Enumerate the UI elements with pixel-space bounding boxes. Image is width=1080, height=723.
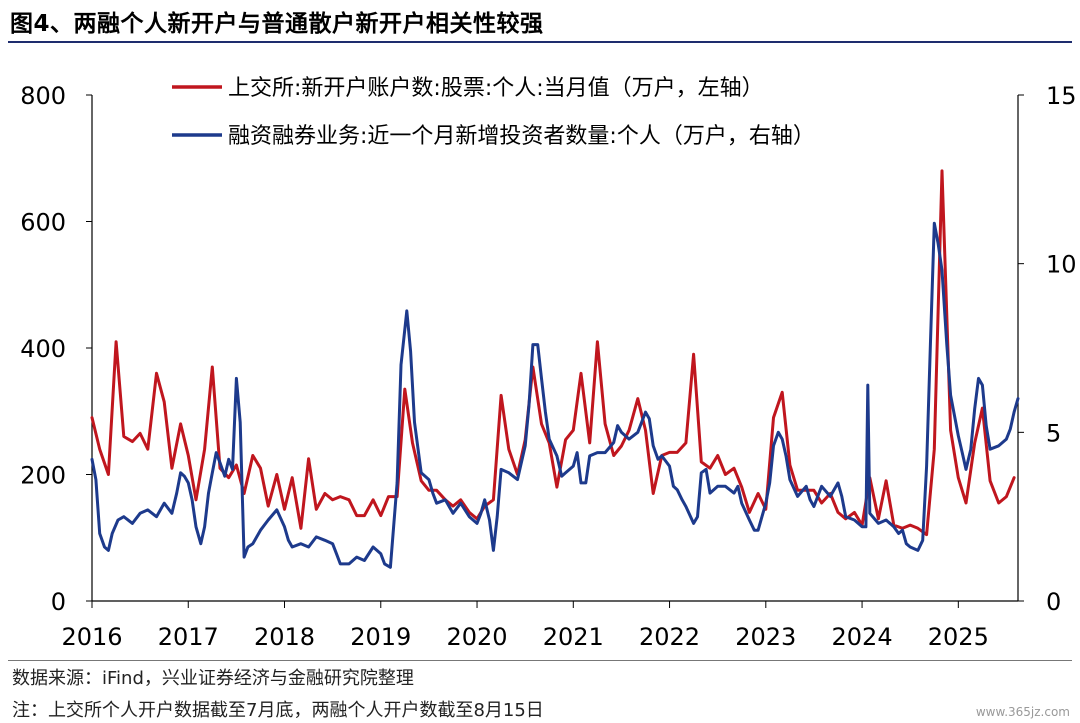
left-tick-label: 0 — [51, 588, 66, 616]
x-tick-label: 2025 — [928, 623, 989, 651]
x-tick-label: 2016 — [61, 623, 122, 651]
left-tick-label: 400 — [20, 335, 66, 363]
source-note: 数据来源：iFind，兴业证券经济与金融研究院整理 — [12, 668, 414, 689]
title-rule — [8, 41, 1072, 43]
watermark: www.365jz.com — [975, 705, 1070, 719]
x-tick-label: 2022 — [639, 623, 700, 651]
chart-series — [90, 169, 1020, 569]
left-tick-label: 200 — [20, 462, 66, 490]
figure-title: 图4、两融个人新开户与普通散户新开户相关性较强 — [10, 11, 544, 37]
footnote: 注：上交所个人开户数据截至7月底，两融个人开户数截至8月15日 — [12, 700, 544, 721]
left-tick-label: 800 — [20, 82, 66, 110]
x-tick-label: 2024 — [832, 623, 893, 651]
series-line-1 — [90, 169, 1016, 537]
right-tick-label: 15 — [1046, 82, 1077, 110]
legend-label-1: 上交所:新开户账户数:股票:个人:当月值（万户，左轴） — [228, 76, 764, 101]
x-tick-label: 2017 — [158, 623, 219, 651]
chart-axes: 0 200 400 600 800 0 5 10 15 2016 2017 2018 2019 2020 2… — [20, 82, 1076, 651]
chart-legend: 上交所:新开户账户数:股票:个人:当月值（万户，左轴） 融资融券业务:近一个月新增… — [172, 76, 815, 149]
x-tick-label: 2018 — [254, 623, 315, 651]
series-line-2 — [90, 221, 1020, 569]
x-tick-label: 2021 — [543, 623, 604, 651]
x-tick-label: 2019 — [350, 623, 411, 651]
right-tick-label: 10 — [1046, 251, 1077, 279]
line-chart: 0 200 400 600 800 0 5 10 15 2016 2017 2018 2019 2020 2… — [20, 76, 1076, 651]
x-tick-label: 2023 — [735, 623, 796, 651]
x-tick-label: 2020 — [446, 623, 507, 651]
legend-label-2: 融资融券业务:近一个月新增投资者数量:个人（万户，右轴） — [228, 124, 815, 149]
left-tick-label: 600 — [20, 209, 66, 237]
right-tick-label: 0 — [1046, 588, 1061, 616]
footer-rule — [8, 660, 1072, 661]
right-tick-label: 5 — [1046, 419, 1061, 447]
